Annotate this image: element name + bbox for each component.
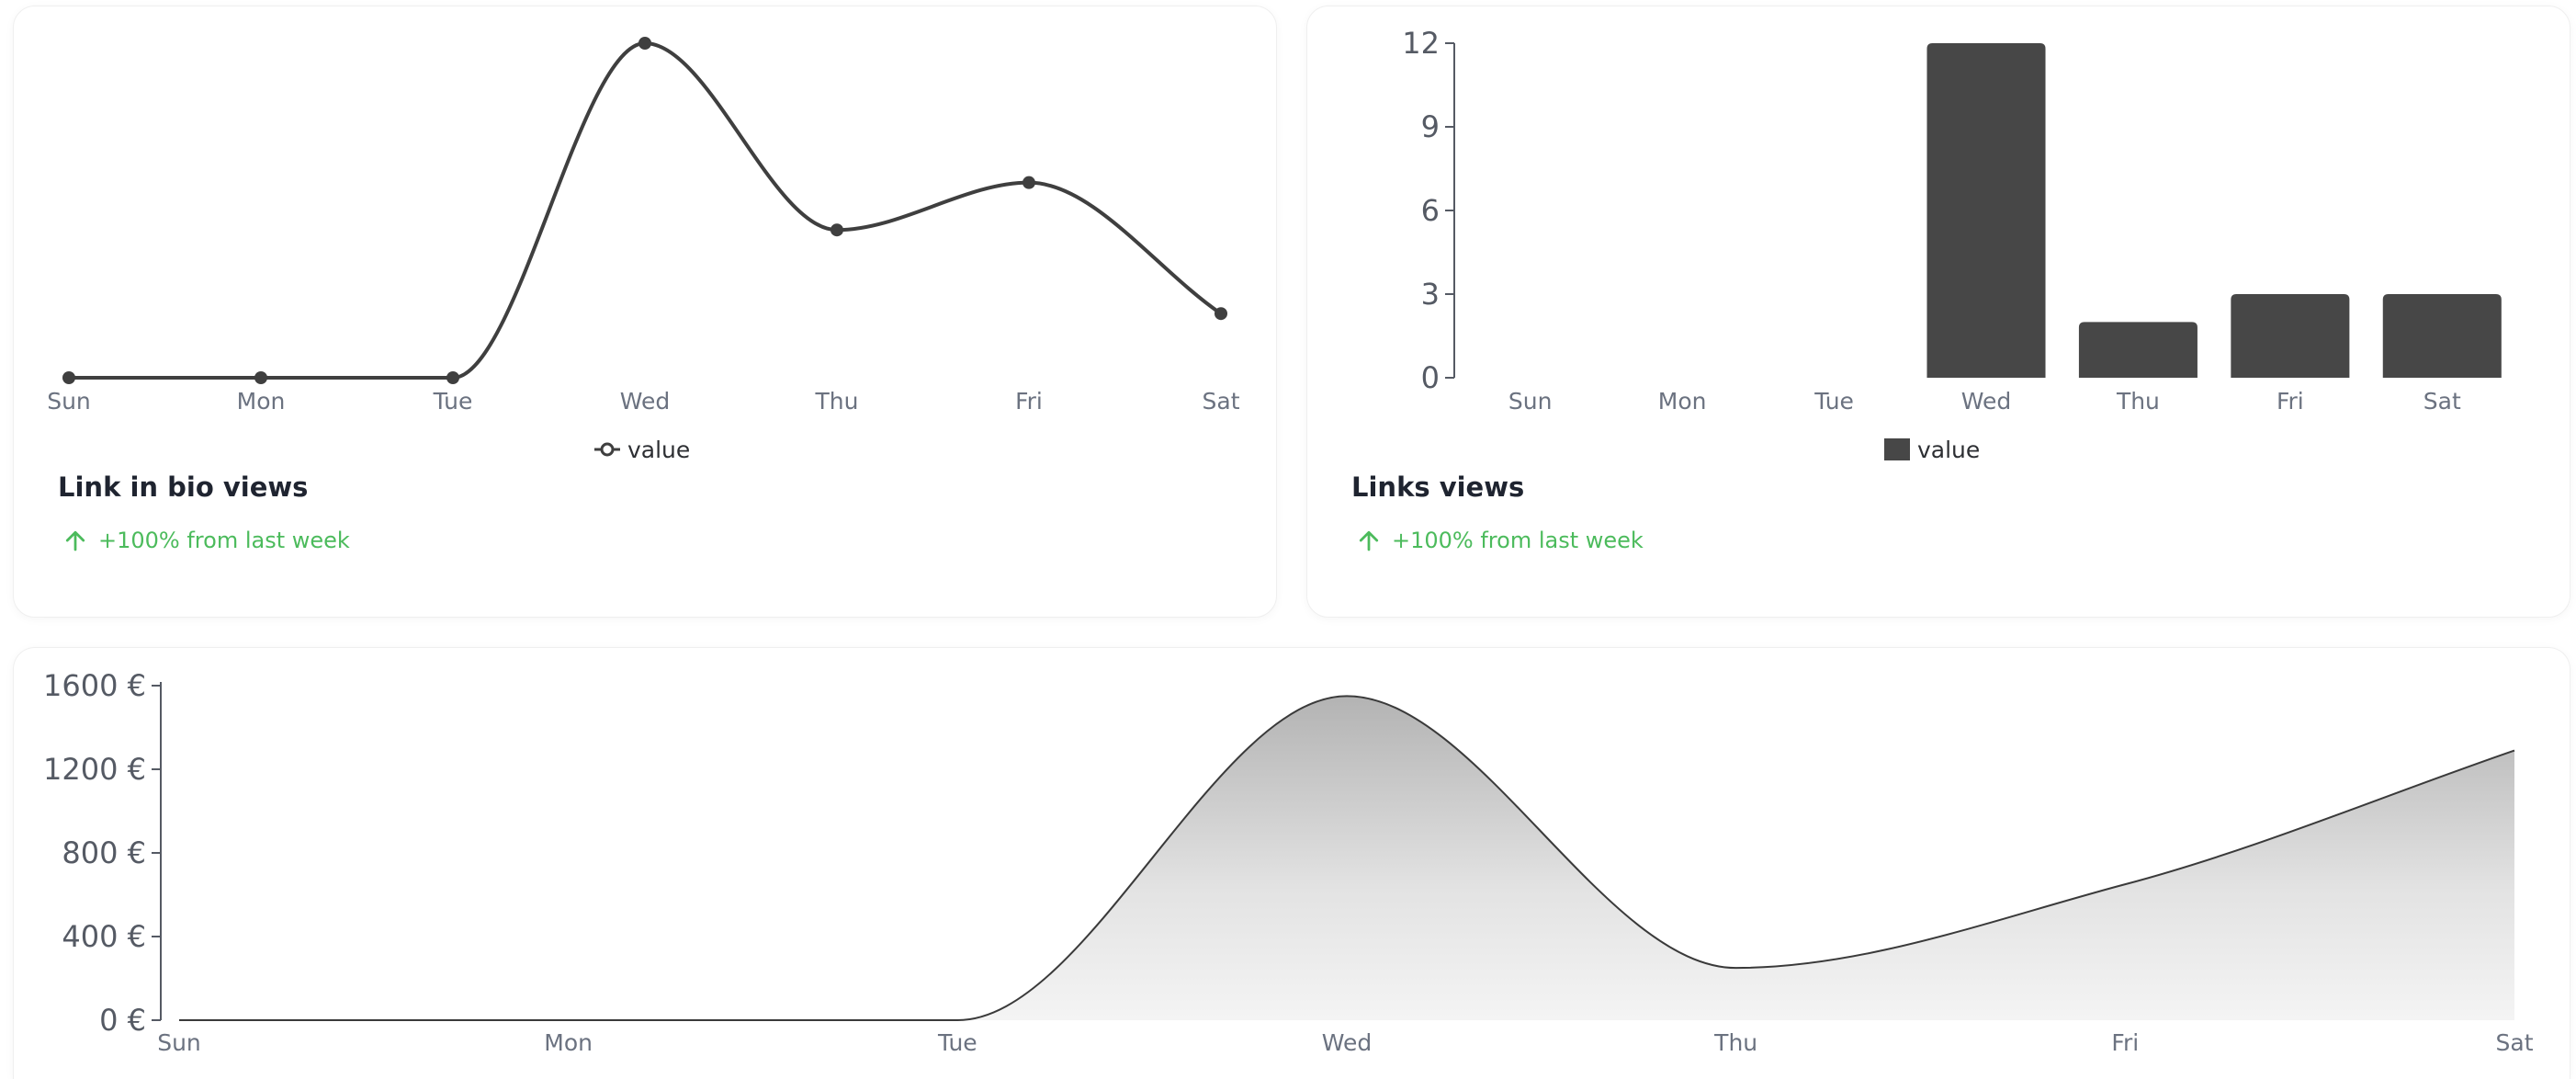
value-series-line bbox=[68, 40, 1223, 380]
bar bbox=[2078, 322, 2198, 378]
x-tick-label: Mon bbox=[544, 1029, 593, 1056]
x-tick-label: Mon bbox=[237, 388, 286, 415]
x-tick-label: Tue bbox=[433, 388, 473, 415]
revenue-card: 0 € 400 € 800 € 1200 € 1600 € Sun Mon Tue Wed Thu… bbox=[13, 647, 2570, 1079]
x-tick-label: Thu bbox=[815, 388, 859, 415]
trend-indicator: +100% from last week bbox=[62, 527, 350, 554]
data-point bbox=[446, 371, 459, 384]
links-views-card: 0 3 6 9 12 Sun Mon Tue Wed Thu Fri Sat value Links v… bbox=[1306, 6, 2570, 618]
x-tick-label: Tue bbox=[937, 1029, 977, 1056]
x-tick-label: Sat bbox=[2496, 1029, 2534, 1056]
x-tick-label: Fri bbox=[2111, 1029, 2139, 1056]
card-title: Link in bio views bbox=[58, 471, 309, 503]
legend-label: value bbox=[1917, 437, 1980, 463]
y-tick-label: 800 € bbox=[62, 835, 146, 870]
area-line bbox=[179, 695, 2515, 1021]
x-tick-label: Sat bbox=[2423, 388, 2461, 415]
x-tick-label: Wed bbox=[620, 388, 671, 415]
y-tick-label: 0 € bbox=[99, 1003, 146, 1038]
bar bbox=[1926, 43, 2046, 378]
data-point bbox=[62, 371, 75, 384]
data-point bbox=[254, 371, 267, 384]
x-tick-label: Thu bbox=[2116, 388, 2160, 415]
x-tick-label: Mon bbox=[1658, 388, 1707, 415]
y-tick-label: 1600 € bbox=[43, 668, 146, 703]
x-tick-label: Sun bbox=[1508, 388, 1553, 415]
x-tick-label: Sun bbox=[157, 1029, 201, 1056]
links-views-bar-chart: 0 3 6 9 12 Sun Mon Tue Wed Thu Fri Sat value bbox=[1402, 26, 2502, 463]
revenue-area-chart: 0 € 400 € 800 € 1200 € 1600 € Sun Mon Tue Wed Thu… bbox=[43, 668, 2534, 1056]
x-tick-label: Wed bbox=[1322, 1029, 1373, 1056]
legend-marker-icon bbox=[600, 442, 615, 457]
y-tick-label: 1200 € bbox=[43, 752, 146, 787]
x-tick-label: Sat bbox=[1203, 388, 1240, 415]
data-point bbox=[638, 37, 651, 50]
data-point bbox=[1215, 307, 1227, 321]
y-tick-label: 12 bbox=[1402, 26, 1440, 61]
y-tick-label: 400 € bbox=[62, 919, 146, 954]
bar bbox=[2382, 294, 2502, 378]
trend-indicator: +100% from last week bbox=[1355, 527, 1644, 554]
data-point bbox=[830, 223, 843, 237]
x-tick-label: Sun bbox=[47, 388, 91, 415]
link-in-bio-card: Sun Mon Tue Wed Thu Fri Sat value Link in bio v… bbox=[13, 6, 1277, 618]
area-fill bbox=[179, 696, 2514, 1020]
data-point bbox=[1022, 176, 1035, 189]
trend-text: +100% from last week bbox=[1392, 528, 1644, 553]
link-in-bio-line-chart: Sun Mon Tue Wed Thu Fri Sat value bbox=[47, 37, 1240, 463]
y-tick-label: 0 bbox=[1421, 360, 1440, 395]
y-tick-label: 3 bbox=[1421, 277, 1440, 312]
arrow-up-icon bbox=[1359, 530, 1379, 551]
legend-swatch-icon bbox=[1884, 438, 1910, 460]
x-tick-label: Fri bbox=[2277, 388, 2304, 415]
x-tick-label: Fri bbox=[1015, 388, 1043, 415]
card-title: Links views bbox=[1351, 471, 1525, 503]
bar bbox=[2231, 294, 2350, 378]
x-tick-label: Wed bbox=[1961, 388, 2012, 415]
legend-label: value bbox=[627, 437, 690, 463]
x-tick-label: Thu bbox=[1713, 1029, 1757, 1056]
arrow-up-icon bbox=[65, 530, 85, 551]
y-tick-label: 6 bbox=[1421, 193, 1440, 228]
y-tick-label: 9 bbox=[1421, 109, 1440, 144]
trend-text: +100% from last week bbox=[98, 528, 350, 553]
x-tick-label: Tue bbox=[1813, 388, 1854, 415]
